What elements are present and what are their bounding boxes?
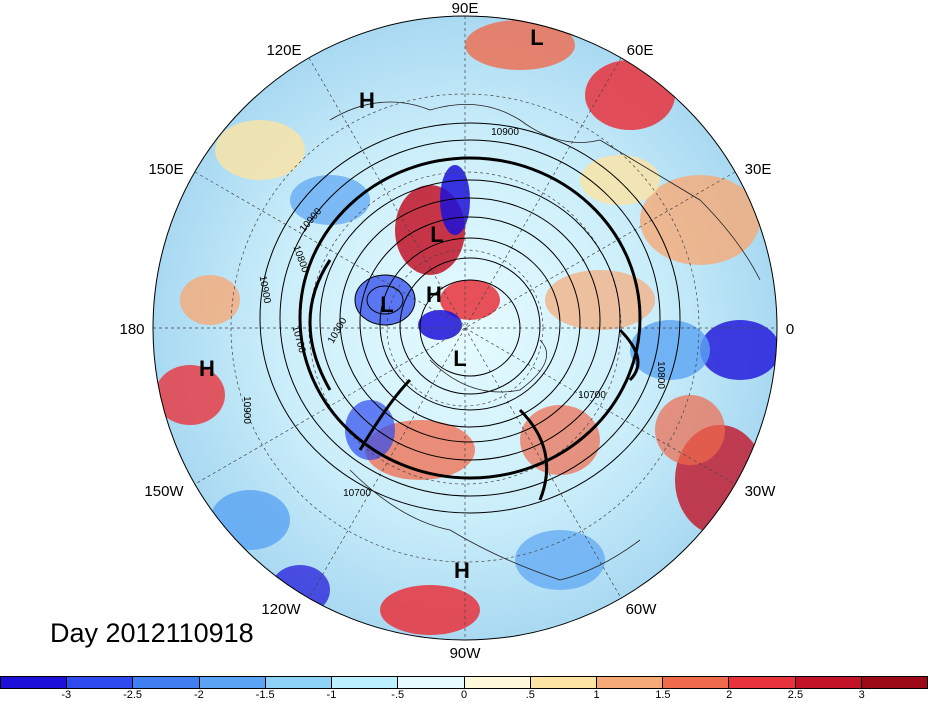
- colorbar-tick-label: -2: [193, 689, 204, 701]
- contour-label: 10900: [491, 127, 519, 138]
- lon-label-180: 180: [119, 321, 144, 338]
- colorbar-tick-label: 0: [460, 689, 468, 701]
- contour-label: 10900: [257, 275, 273, 305]
- map-border: [152, 15, 778, 641]
- date-title: Day 2012110918: [50, 618, 254, 648]
- anomaly-field: [153, 16, 777, 640]
- colorbar-tick-label: .5: [525, 689, 535, 701]
- graticule: [153, 16, 777, 640]
- colorbar-swatch: [199, 677, 266, 688]
- colorbar-tick-label: -1.5: [255, 689, 275, 701]
- colorbar-swatch: [663, 677, 730, 688]
- colorbar-swatch: [861, 677, 928, 688]
- colorbar-swatch: [530, 677, 597, 688]
- colorbar-swatch: [1, 677, 68, 688]
- lon-label-90e: 90E: [452, 0, 479, 17]
- colorbar-swatch: [464, 677, 531, 688]
- colorbar-ticks: -3 -2.5 -2 -1.5 -1 -.5 0 .5 1 1.5 2 2.5 3: [0, 689, 928, 702]
- lon-label-120w: 120W: [261, 601, 301, 618]
- colorbar-tick-label: -2.5: [123, 689, 143, 701]
- high-center: H: [199, 356, 215, 381]
- colorbar: [0, 676, 928, 689]
- colorbar-tick-label: 1: [593, 689, 600, 701]
- colorbar-swatch: [398, 677, 465, 688]
- coastlines: [329, 101, 761, 581]
- contour-label: 10700: [343, 488, 371, 499]
- colorbar-swatch: [265, 677, 333, 688]
- low-center: L: [430, 222, 443, 247]
- colorbar-swatch: [332, 677, 399, 688]
- high-center: H: [426, 282, 442, 307]
- contour-label: 10900: [241, 396, 252, 424]
- colorbar-swatch: [795, 677, 862, 688]
- lon-label-30w: 30W: [745, 483, 777, 500]
- lon-label-60e: 60E: [627, 42, 654, 59]
- longitude-labels: 90E 60E 30E 0 30W 60W 90W 120W 150W 180 …: [119, 0, 794, 662]
- colorbar-swatch: [67, 677, 134, 688]
- lon-label-60w: 60W: [626, 601, 658, 618]
- height-contours: [259, 122, 681, 514]
- high-center: H: [454, 558, 470, 583]
- pressure-centers: L H L L H L H H: [199, 25, 544, 583]
- colorbar-tick-label: 2.5: [787, 689, 804, 701]
- contour-label: 10800: [655, 361, 666, 389]
- contour-label: 10700: [578, 390, 606, 401]
- lon-label-0: 0: [786, 321, 794, 338]
- colorbar-swatch: [729, 677, 796, 688]
- colorbar-tick-label: 1.5: [655, 689, 671, 701]
- lon-label-90w: 90W: [450, 645, 482, 662]
- colorbar-swatch: [596, 677, 664, 688]
- high-center: H: [359, 88, 375, 113]
- low-center: L: [380, 292, 393, 317]
- colorbar-tick-label: 2: [726, 689, 733, 701]
- colorbar-swatch: [133, 677, 200, 688]
- lon-label-150e: 150E: [148, 161, 183, 178]
- colorbar-tick-label: -1: [326, 689, 337, 701]
- lon-label-120e: 120E: [266, 42, 301, 59]
- lon-label-30e: 30E: [745, 161, 772, 178]
- colorbar-tick-label: 3: [858, 689, 865, 701]
- colorbar-tick-label: -.5: [391, 689, 405, 701]
- lon-label-150w: 150W: [144, 483, 184, 500]
- colorbar-tick-label: -3: [61, 689, 72, 701]
- low-center: L: [453, 346, 466, 371]
- low-center: L: [530, 25, 543, 50]
